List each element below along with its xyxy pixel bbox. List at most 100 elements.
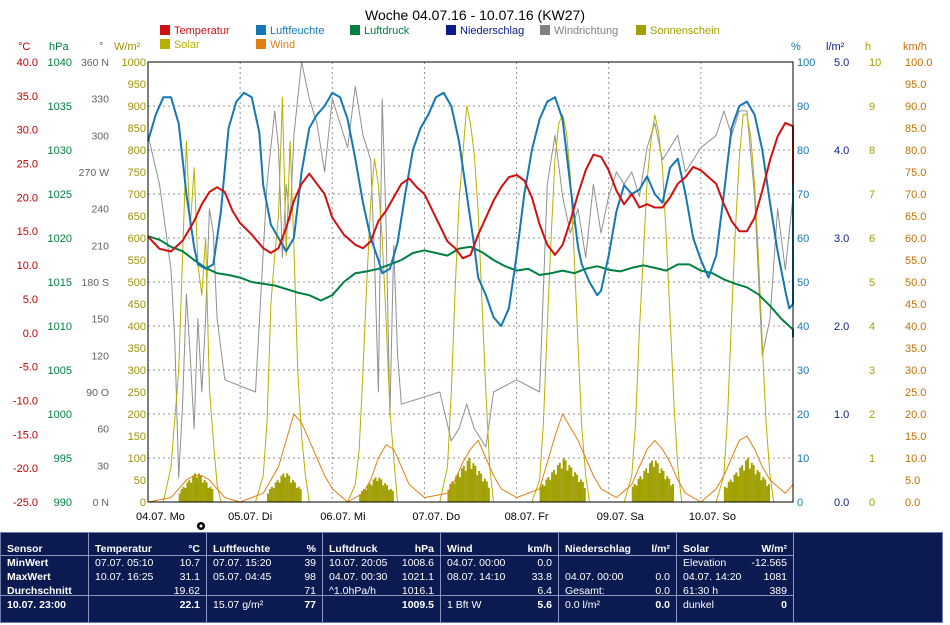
- sunshine-bar-112: [654, 460, 657, 502]
- sunshine-bar-62: [462, 465, 465, 502]
- tick-day-5: 09.07. Sa: [597, 511, 645, 523]
- series-lines: [147, 61, 794, 503]
- tick-pressure-6: 1010: [48, 321, 72, 333]
- tick-wind-2: 90.0: [905, 101, 926, 113]
- sunshine-bar-42: [370, 485, 373, 502]
- tick-direction-8: 120: [91, 350, 109, 362]
- sunshine-bar-11: [199, 475, 202, 502]
- tick-rain-5: 0.0: [834, 497, 849, 509]
- tick-direction-5: 210: [91, 240, 109, 252]
- stats-cell-4-3-label: 1 Bft W: [447, 599, 482, 611]
- tick-hours-4: 6: [869, 233, 875, 245]
- sunshine-bar-6: [190, 482, 193, 502]
- legend-label-7: Wind: [270, 39, 295, 51]
- sunshine-bar-141: [760, 480, 763, 502]
- sunshine-bar-85: [556, 465, 559, 502]
- sunshine-bar-49: [384, 483, 387, 502]
- sunshine-bar-14: [205, 482, 208, 502]
- sunshine-bar-47: [380, 479, 383, 502]
- unit-pressure: hPa: [49, 41, 69, 53]
- legend-swatch-7: [256, 39, 266, 49]
- tick-wind-20: 0.0: [905, 497, 920, 509]
- sunshine-bar-65: [468, 458, 471, 502]
- sunshine-bar-126: [731, 482, 734, 502]
- sunshine-bar-117: [664, 479, 667, 502]
- chart-title: Woche 04.07.16 - 10.07.16 (KW27): [365, 7, 585, 23]
- sunshine-bar-4: [186, 482, 189, 502]
- stats-cell-4-2-value: 6.4: [537, 585, 552, 597]
- stats-cell-3-1-label: 04.07. 00:30: [329, 571, 388, 583]
- tick-rain-4: 1.0: [834, 409, 849, 421]
- tick-hours-3: 7: [869, 189, 875, 201]
- sunshine-bar-30: [290, 482, 293, 502]
- stats-cell-1-1-label: 10.07. 16:25: [95, 571, 154, 583]
- sunshine-bar-12: [201, 482, 204, 502]
- sunshine-bar-68: [474, 465, 477, 502]
- tick-direction-4: 240: [91, 204, 109, 216]
- stats-cell-1-0-label: 07.07. 05:10: [95, 557, 154, 569]
- sunshine-bar-7: [192, 475, 195, 502]
- sunshine-bar-96: [578, 482, 580, 502]
- sunshine-bar-107: [645, 468, 648, 502]
- tick-hours-5: 5: [869, 277, 875, 289]
- legend-swatch-4: [540, 25, 550, 35]
- stats-col-2: Luftfeuchte% 07.07. 15:20 39 05.07. 04:45 98…: [207, 533, 323, 622]
- sunshine-bar-103: [637, 478, 640, 502]
- sunshine-bar-139: [756, 469, 759, 502]
- stats-cell-4-3-value: 5.6: [537, 599, 552, 611]
- tick-direction-6: 180 S: [82, 277, 109, 289]
- sunshine-bar-50: [386, 485, 389, 502]
- sunshine-bar-15: [207, 488, 210, 502]
- sunshine-bar-48: [382, 485, 385, 502]
- sunshine-bar-133: [745, 460, 748, 502]
- series-line-solar: [148, 96, 793, 503]
- tick-wind-3: 85.0: [905, 123, 926, 135]
- tick-wind-18: 10.0: [905, 453, 926, 465]
- sunshine-bar-75: [487, 487, 490, 502]
- sunshine-bar-22: [274, 482, 277, 502]
- sunshine-bar-98: [581, 481, 584, 502]
- sunshine-bar-5: [188, 480, 191, 502]
- sunshine-bar-28: [286, 473, 289, 502]
- stats-cell-0-1-label: MaxWert: [7, 571, 51, 583]
- sunshine-bar-13: [203, 480, 206, 502]
- stats-cell-0-3-label: 10.07. 23:00: [7, 599, 66, 611]
- sunshine-bar-128: [735, 472, 738, 502]
- tick-humidity-6: 40: [797, 321, 809, 333]
- stats-cell-5-1-label: 04.07. 00:00: [565, 571, 624, 583]
- stats-header-2: Luftfeuchte: [213, 543, 271, 555]
- stats-cell-1-1-value: 31.1: [179, 571, 200, 583]
- sunshine-bar-53: [391, 490, 394, 502]
- stats-cell-6-2-label: 61:30 h: [683, 585, 719, 597]
- legend-swatch-3: [446, 25, 456, 35]
- sunshine-bar-105: [641, 479, 644, 502]
- legend-swatch-1: [256, 25, 266, 35]
- sunshine-bar-29: [288, 475, 291, 502]
- tick-humidity-8: 20: [797, 409, 809, 421]
- sunshine-bar-83: [553, 469, 556, 502]
- sunshine-bar-99: [583, 487, 586, 502]
- tick-humidity-1: 90: [797, 101, 809, 113]
- tick-humidity-9: 10: [797, 453, 809, 465]
- sunshine-bar-69: [476, 475, 479, 502]
- unit-pct: %: [791, 41, 801, 53]
- tick-wind-1: 95.0: [905, 79, 926, 91]
- tick-wind-14: 30.0: [905, 365, 926, 377]
- sunshine-bar-61: [460, 468, 463, 502]
- sunshine-bar-70: [478, 471, 481, 502]
- tick-solar-15: 250: [128, 387, 146, 399]
- legend-label-0: Temperatur: [174, 25, 230, 37]
- sunshine-bar-71: [480, 473, 483, 502]
- sunshine-bar-136: [750, 462, 753, 502]
- sunshine-bar-74: [485, 481, 488, 502]
- tick-solar-1: 950: [128, 79, 146, 91]
- sunshine-bar-17: [211, 488, 214, 502]
- sunshine-bar-52: [389, 488, 392, 502]
- sunshine-bars: [178, 458, 771, 502]
- tick-temp-3: 25.0: [17, 159, 38, 171]
- sunshine-bar-24: [278, 482, 281, 502]
- sunshine-bar-79: [545, 479, 548, 502]
- stats-col-5: Niederschlag l/m² 04.07. 00:00 0.0 Gesamt: 0.…: [559, 533, 677, 622]
- stats-cell-6-3-value: 0: [781, 599, 787, 611]
- tick-temp-6: 10.0: [17, 260, 38, 272]
